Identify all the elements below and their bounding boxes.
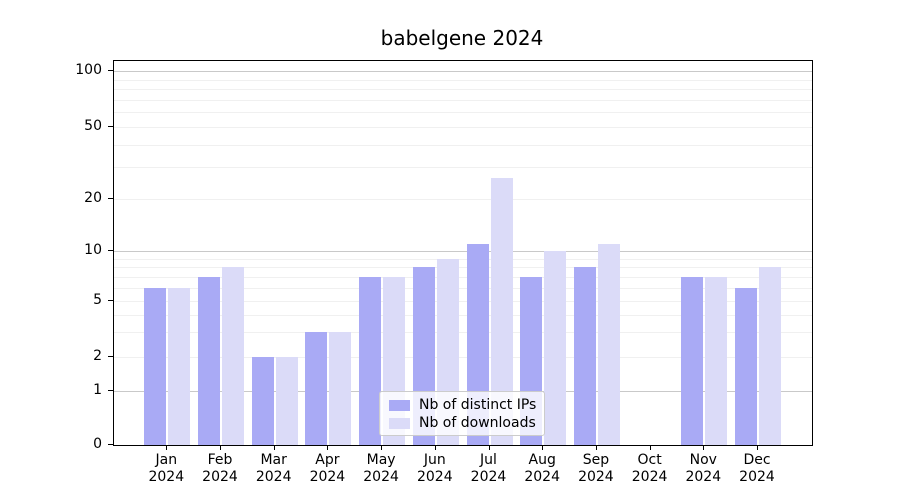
- bar-downloads: [490, 178, 513, 445]
- x-tick-mark: [273, 445, 275, 450]
- bar-downloads: [329, 332, 352, 445]
- minor-gridline: [114, 79, 812, 81]
- minor-gridline: [114, 301, 812, 302]
- y-tick-mark: [108, 126, 113, 127]
- y-tick-mark: [108, 250, 113, 251]
- minor-gridline: [114, 357, 812, 358]
- y-tick-mark: [108, 198, 113, 199]
- major-gridline: [114, 71, 812, 72]
- plot-area: [113, 60, 813, 446]
- x-tick-label: Nov 2024: [685, 452, 722, 485]
- x-tick-mark: [649, 445, 651, 450]
- bar-distinct-ips: [735, 287, 757, 445]
- y-tick-mark: [108, 444, 113, 445]
- x-tick-label: Oct 2024: [631, 452, 668, 485]
- bar-distinct-ips: [681, 276, 704, 445]
- x-tick-label: Aug 2024: [524, 452, 560, 485]
- legend: Nb of distinct IPs Nb of downloads: [379, 391, 545, 436]
- bar-distinct-ips: [305, 332, 328, 445]
- legend-item-label: Nb of distinct IPs: [419, 397, 537, 413]
- x-tick-label: Sep 2024: [578, 452, 614, 485]
- bar-downloads: [759, 267, 781, 445]
- x-tick-label: May 2024: [363, 452, 399, 485]
- minor-gridline: [114, 276, 812, 278]
- x-tick-mark: [327, 445, 329, 450]
- y-tick-label: 50: [84, 118, 102, 134]
- minor-gridline: [114, 258, 812, 260]
- x-tick-label: Jun 2024: [416, 452, 453, 485]
- minor-gridline: [114, 99, 812, 101]
- x-tick-mark: [434, 445, 436, 450]
- y-tick-label: 10: [84, 242, 102, 258]
- bar-distinct-ips: [144, 287, 167, 445]
- x-tick-mark: [381, 445, 383, 450]
- bar-downloads: [168, 287, 191, 445]
- x-tick-mark: [703, 445, 705, 450]
- y-tick-label: 0: [93, 436, 102, 452]
- x-tick-label: Mar 2024: [255, 452, 292, 485]
- bar-distinct-ips: [198, 276, 220, 445]
- legend-item: Nb of downloads: [389, 415, 544, 432]
- x-tick-mark: [542, 445, 544, 450]
- y-tick-mark: [108, 300, 113, 301]
- minor-gridline: [114, 89, 812, 91]
- x-tick-label: Jan 2024: [148, 452, 185, 485]
- legend-swatch: [389, 400, 410, 411]
- x-tick-label: Feb 2024: [202, 452, 238, 485]
- major-gridline: [114, 251, 812, 252]
- bar-downloads: [275, 357, 298, 445]
- x-tick-label: Apr 2024: [309, 452, 346, 485]
- minor-gridline: [114, 127, 812, 128]
- bar-downloads: [544, 251, 567, 445]
- minor-gridline: [114, 332, 812, 334]
- legend-item-label: Nb of downloads: [419, 415, 536, 431]
- y-tick-label: 5: [93, 292, 102, 308]
- x-tick-mark: [595, 445, 597, 450]
- x-tick-mark: [220, 445, 221, 450]
- bar-downloads: [705, 276, 728, 445]
- bar-downloads: [597, 243, 620, 445]
- y-tick-label: 1: [93, 382, 102, 398]
- x-tick-label: Dec 2024: [739, 452, 775, 485]
- bar-distinct-ips: [251, 357, 274, 445]
- x-tick-label: Jul 2024: [470, 452, 507, 485]
- bar-distinct-ips: [573, 267, 596, 445]
- bar-distinct-ips: [359, 276, 382, 445]
- minor-gridline: [114, 287, 812, 289]
- y-tick-mark: [108, 390, 113, 391]
- x-tick-mark: [488, 445, 490, 450]
- minor-gridline: [114, 314, 812, 316]
- y-tick-mark: [108, 356, 113, 357]
- chart-title: babelgene 2024: [380, 26, 544, 50]
- y-tick-label: 2: [93, 348, 102, 364]
- y-tick-label: 100: [75, 62, 102, 78]
- minor-gridline: [114, 267, 812, 269]
- bar-downloads: [222, 267, 244, 445]
- minor-gridline: [114, 144, 812, 146]
- y-tick-label: 20: [84, 190, 102, 206]
- minor-gridline: [114, 199, 812, 200]
- legend-swatch: [389, 418, 410, 429]
- x-tick-mark: [757, 445, 758, 450]
- minor-gridline: [114, 112, 812, 114]
- y-tick-mark: [108, 70, 113, 71]
- x-tick-mark: [166, 445, 168, 450]
- legend-item: Nb of distinct IPs: [389, 397, 544, 414]
- minor-gridline: [114, 167, 812, 169]
